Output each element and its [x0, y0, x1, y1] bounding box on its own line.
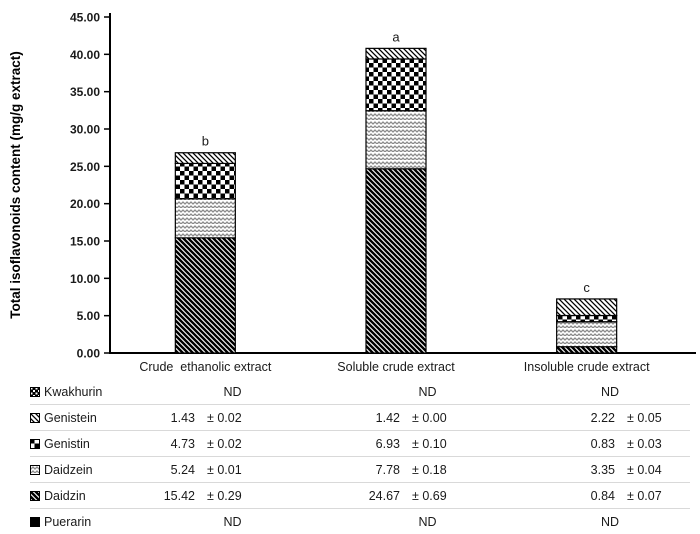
error-cell: ± 0.07: [627, 488, 662, 503]
series-label: Daidzein: [44, 462, 93, 477]
error-cell: ± 0.00: [412, 410, 447, 425]
value-cell: 3.35: [590, 462, 615, 477]
table-row: Daidzin 15.42 ± 0.29 24.67 ± 0.69 0.84 ± 0.07: [30, 483, 690, 509]
y-tick-label: 20.00: [70, 197, 100, 211]
series-label: Daidzin: [44, 488, 86, 503]
significance-letter: a: [392, 29, 400, 44]
y-tick-label: 25.00: [70, 160, 100, 174]
nd-value: ND: [418, 384, 437, 399]
error-cell: ± 0.01: [207, 462, 242, 477]
kwakhurin-pattern-swatch-icon: [30, 386, 40, 397]
isoflavonoid-data-table: Kwakhurin ND ND ND Genistein 1.43 ± 0.02 1.42 ± …: [30, 379, 690, 534]
nd-value: ND: [223, 514, 242, 529]
y-tick-label: 35.00: [70, 85, 100, 99]
bar-segment-genistin: [365, 58, 427, 112]
nd-value: ND: [418, 514, 437, 529]
category-label: Soluble crude extract: [337, 360, 455, 374]
nd-value: ND: [600, 514, 620, 529]
series-label-cell: Puerarin: [30, 515, 140, 529]
y-tick-label: 45.00: [70, 11, 100, 25]
value-cell: 15.42: [163, 488, 195, 503]
bar-segment-daidzin: [365, 168, 427, 354]
error-cell: ± 0.03: [627, 436, 662, 451]
value-cell: 1.42: [375, 410, 400, 425]
significance-letter: c: [583, 280, 590, 295]
genistein-pattern-swatch-icon: [30, 412, 40, 423]
bar-segment-genistin: [174, 162, 236, 200]
table-row: Puerarin ND ND ND: [30, 509, 690, 534]
value-cell: 2.22: [590, 410, 615, 425]
error-cell: ± 0.04: [627, 462, 662, 477]
series-label: Genistin: [44, 436, 90, 451]
y-tick-label: 15.00: [70, 235, 100, 249]
bar-segment-daidzein: [365, 110, 427, 170]
genistin-pattern-swatch-icon: [30, 438, 40, 449]
error-cell: ± 0.02: [207, 410, 242, 425]
series-label-cell: Daidzin: [30, 489, 140, 503]
bar-segment-daidzin: [174, 237, 236, 354]
y-tick-label: 0.00: [77, 347, 101, 361]
value-cell: 24.67: [368, 488, 400, 503]
series-label: Kwakhurin: [44, 384, 103, 399]
series-label: Puerarin: [44, 514, 92, 529]
table-row: Genistin 4.73 ± 0.02 6.93 ± 0.10 0.83 ± 0.03: [30, 431, 690, 457]
puerarin-pattern-swatch-icon: [30, 516, 40, 527]
series-label: Genistein: [44, 410, 97, 425]
daidzein-pattern-swatch-icon: [30, 464, 40, 475]
bar-segment-daidzin: [556, 346, 618, 354]
bar-segment-genistin: [556, 314, 618, 323]
y-tick-label: 5.00: [77, 309, 101, 323]
nd-value: ND: [600, 384, 620, 399]
series-label-cell: Genistein: [30, 411, 140, 425]
table-row: Kwakhurin ND ND ND: [30, 379, 690, 405]
value-cell: 1.43: [170, 410, 195, 425]
category-label: Crude ethanolic extract: [139, 360, 272, 374]
error-cell: ± 0.02: [207, 436, 242, 451]
error-cell: ± 0.10: [412, 436, 447, 451]
value-cell: 0.83: [590, 436, 615, 451]
value-cell: 4.73: [170, 436, 195, 451]
value-cell: 0.84: [590, 488, 615, 503]
nd-value: ND: [223, 384, 242, 399]
table-row: Genistein 1.43 ± 0.02 1.42 ± 0.00 2.22 ± 0.05: [30, 405, 690, 431]
bar-segment-daidzein: [174, 198, 236, 239]
y-tick-label: 40.00: [70, 48, 100, 62]
bar-segment-genistein: [365, 47, 427, 60]
stacked-bar-chart: 0.00 5.00 10.00 15.00 20.00 25.00 30.00 35.00 40…: [70, 11, 696, 374]
error-cell: ± 0.18: [412, 462, 447, 477]
bar-segment-genistein: [556, 298, 618, 317]
table-row: Daidzein 5.24 ± 0.01 7.78 ± 0.18 3.35 ± 0.04: [30, 457, 690, 483]
y-tick-label: 10.00: [70, 272, 100, 286]
value-cell: 5.24: [170, 462, 195, 477]
bar-segment-genistein: [174, 152, 236, 165]
category-label: Insoluble crude extract: [524, 360, 650, 374]
error-cell: ± 0.69: [412, 488, 447, 503]
daidzin-pattern-swatch-icon: [30, 490, 40, 501]
error-cell: ± 0.29: [207, 488, 242, 503]
y-tick-label: 30.00: [70, 123, 100, 137]
significance-letter: b: [202, 134, 209, 149]
value-cell: 7.78: [375, 462, 400, 477]
error-cell: ± 0.05: [627, 410, 662, 425]
series-label-cell: Genistin: [30, 437, 140, 451]
series-label-cell: Kwakhurin: [30, 385, 140, 399]
bar-segment-daidzein: [556, 321, 618, 348]
value-cell: 6.93: [375, 436, 400, 451]
series-label-cell: Daidzein: [30, 463, 140, 477]
